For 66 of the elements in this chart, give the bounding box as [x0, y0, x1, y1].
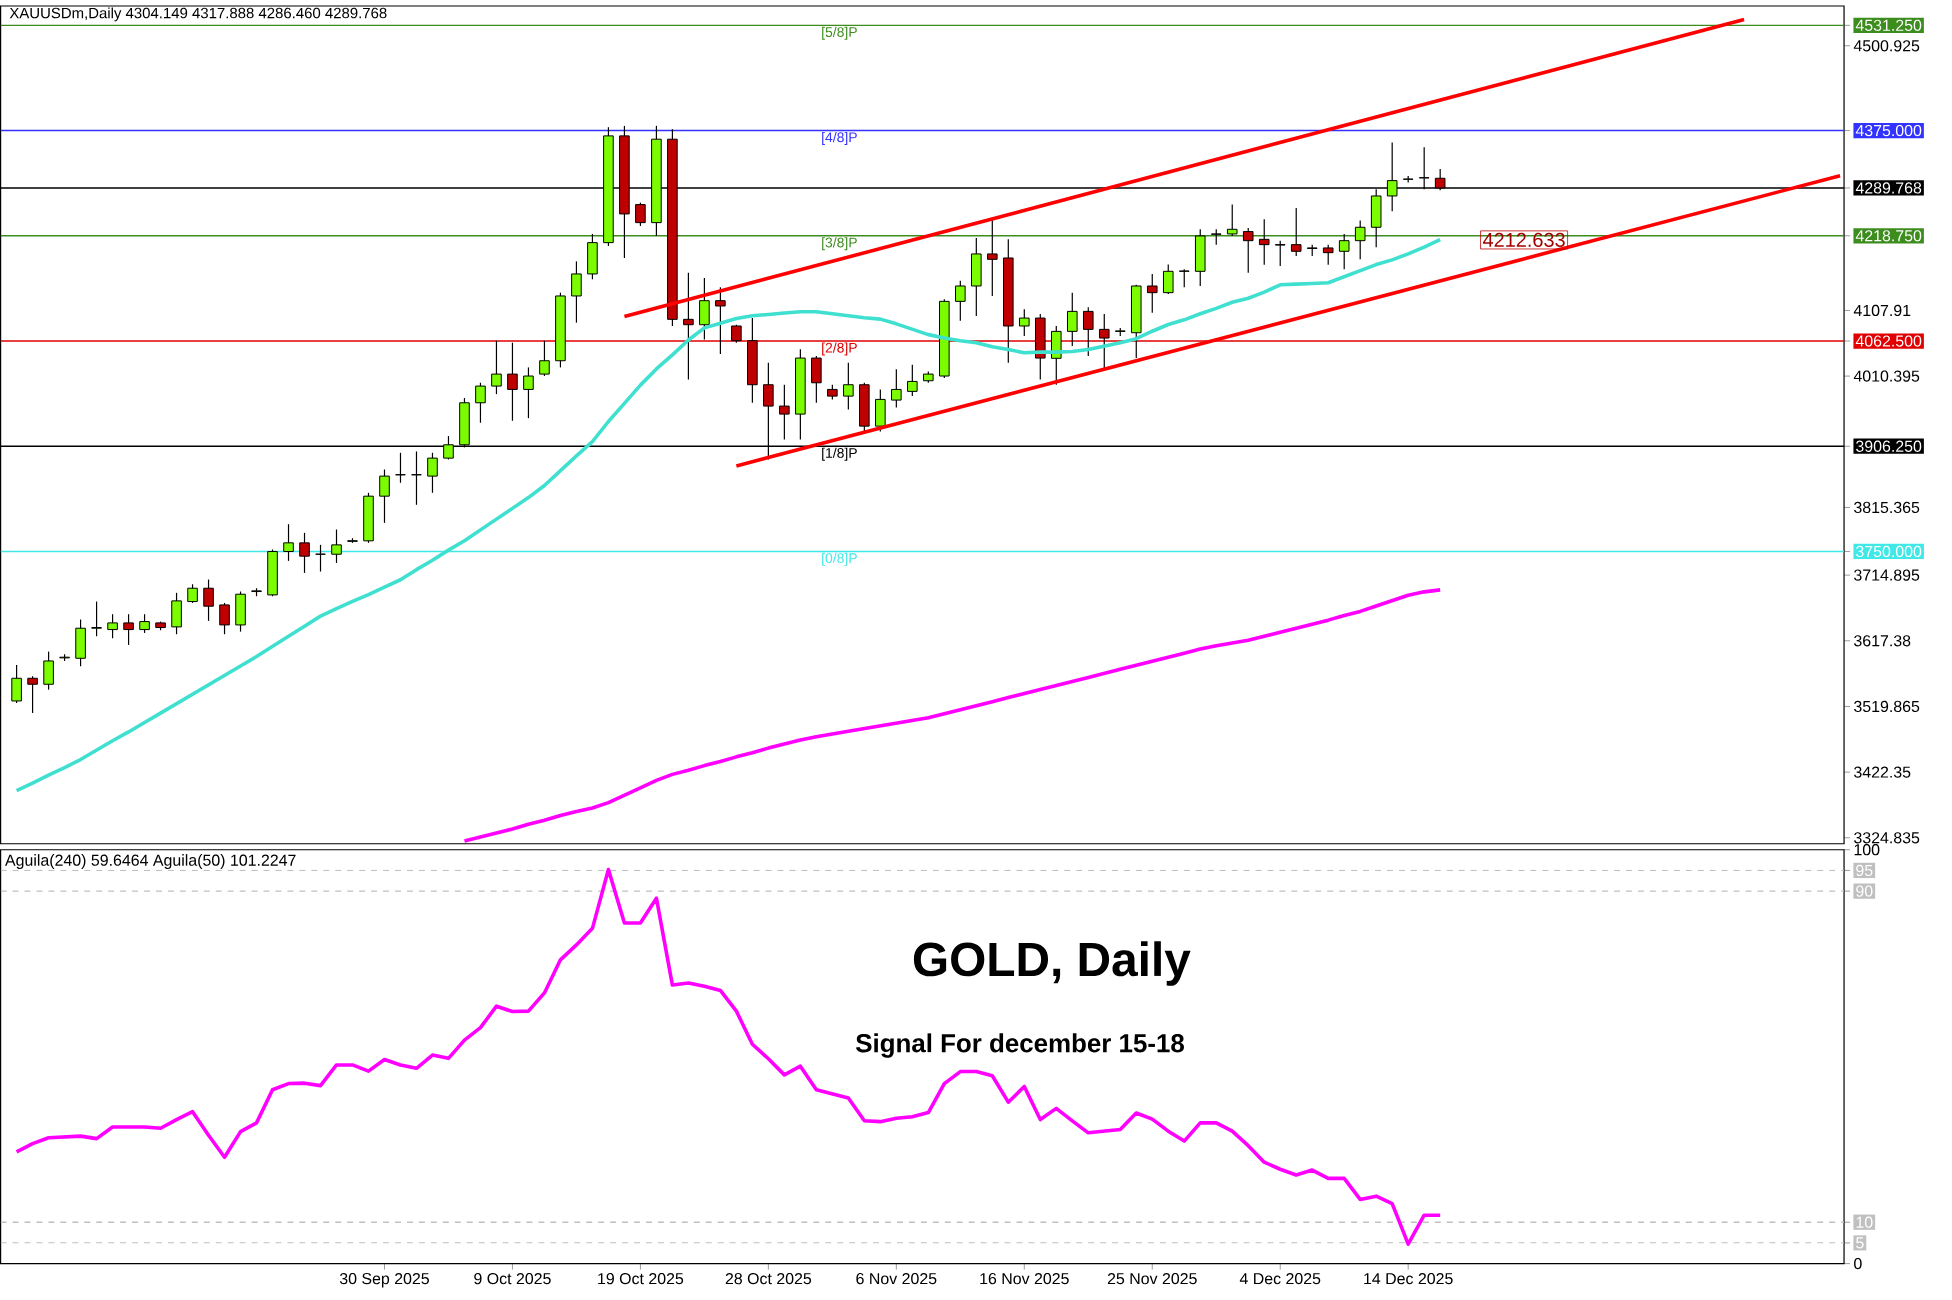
candlestick	[571, 260, 582, 324]
candlestick	[187, 583, 198, 604]
candlestick	[1098, 313, 1110, 371]
candlestick	[859, 382, 870, 433]
candlestick	[747, 317, 758, 404]
candlestick	[875, 389, 886, 433]
candlestick	[971, 237, 982, 317]
candlestick	[171, 592, 182, 636]
candlestick	[139, 613, 150, 634]
candlestick	[411, 451, 422, 506]
candlestick	[1146, 273, 1158, 314]
candlestick	[587, 233, 598, 281]
candlestick	[1258, 218, 1270, 266]
candlestick	[635, 202, 646, 227]
candlestick	[267, 549, 278, 598]
candlestick	[1242, 227, 1254, 274]
candlestick	[475, 382, 486, 424]
candlestick	[523, 367, 534, 419]
annotation: 4212.633	[1483, 233, 1565, 248]
candlestick	[1322, 244, 1334, 266]
candlestick	[1162, 264, 1174, 295]
candlestick	[395, 452, 406, 484]
candlestick	[1034, 313, 1046, 381]
text: Signal For december 15-18	[855, 1033, 1184, 1058]
candlestick	[779, 384, 790, 441]
candlestick	[11, 664, 22, 704]
candlestick	[123, 613, 134, 646]
candlestick	[379, 469, 390, 524]
candlestick	[235, 591, 246, 633]
candlestick	[1178, 268, 1190, 289]
candlestick	[1019, 308, 1030, 337]
candlestick	[107, 613, 118, 640]
candlestick	[427, 452, 438, 494]
candlestick	[507, 342, 518, 422]
candlestick	[955, 280, 966, 322]
candlestick	[1226, 204, 1238, 237]
candlestick	[219, 602, 230, 636]
candlestick	[1130, 284, 1142, 359]
candlestick	[363, 492, 374, 544]
candlestick	[891, 368, 902, 409]
candlestick	[91, 601, 102, 638]
candlestick	[331, 529, 342, 564]
candlestick	[811, 355, 822, 404]
candlestick	[315, 544, 326, 573]
candlestick	[1066, 292, 1078, 347]
candlestick	[1274, 240, 1286, 267]
candlestick	[1290, 207, 1302, 257]
text: GOLD, Daily	[913, 941, 1191, 987]
candlestick	[283, 523, 294, 562]
candlestick	[1194, 228, 1206, 287]
candlestick	[715, 286, 726, 355]
candlestick	[1082, 306, 1094, 357]
candlestick	[75, 619, 86, 668]
candlestick	[1338, 233, 1350, 271]
candlestick	[843, 362, 854, 411]
candlestick	[907, 364, 918, 397]
candlestick	[491, 340, 502, 395]
candlestick	[299, 532, 310, 574]
candlestick	[539, 340, 550, 377]
candlestick	[1354, 220, 1366, 261]
candlestick	[203, 579, 214, 622]
candlestick	[683, 272, 694, 381]
candlestick	[699, 277, 710, 341]
candlestick	[43, 651, 54, 691]
candlestick	[987, 217, 998, 297]
candlestick	[27, 675, 38, 714]
